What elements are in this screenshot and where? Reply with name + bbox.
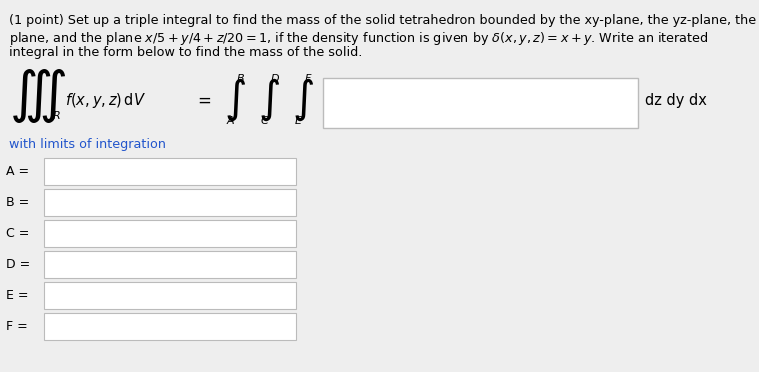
Text: $B$: $B$ [236, 72, 245, 84]
Text: $C$: $C$ [260, 114, 269, 126]
Bar [44, 189, 296, 216]
Text: (1 point) Set up a triple integral to find the mass of the solid tetrahedron bou: (1 point) Set up a triple integral to fi… [9, 14, 759, 27]
Bar [44, 220, 296, 247]
Bar [44, 313, 296, 340]
Text: $\int$: $\int$ [292, 77, 314, 123]
Text: F =: F = [6, 320, 28, 333]
Text: D =: D = [6, 258, 30, 271]
Text: E =: E = [6, 289, 29, 302]
Text: $R$: $R$ [52, 109, 60, 121]
Text: $\int$: $\int$ [258, 77, 280, 123]
Text: $\int$: $\int$ [224, 77, 246, 123]
Bar [44, 282, 296, 309]
Text: $F$: $F$ [304, 72, 313, 84]
Text: $f(x, y, z)\, \mathrm{d}V$: $f(x, y, z)\, \mathrm{d}V$ [65, 90, 146, 109]
Text: with limits of integration: with limits of integration [9, 138, 166, 151]
Text: $\iiint$: $\iiint$ [9, 67, 66, 125]
Bar [323, 78, 638, 128]
Text: $=$: $=$ [194, 91, 211, 109]
Text: dz dy dx: dz dy dx [645, 93, 707, 108]
Text: $A$: $A$ [226, 114, 235, 126]
Text: $E$: $E$ [294, 114, 304, 126]
Bar [44, 251, 296, 278]
Text: A =: A = [6, 165, 29, 178]
Text: C =: C = [6, 227, 30, 240]
Bar [44, 158, 296, 185]
Text: B =: B = [6, 196, 30, 209]
Text: $D$: $D$ [270, 72, 280, 84]
Text: integral in the form below to find the mass of the solid.: integral in the form below to find the m… [9, 46, 363, 59]
Text: plane, and the plane $x/5 + y/4 + z/20 = 1$, if the density function is given by: plane, and the plane $x/5 + y/4 + z/20 =… [9, 30, 709, 47]
